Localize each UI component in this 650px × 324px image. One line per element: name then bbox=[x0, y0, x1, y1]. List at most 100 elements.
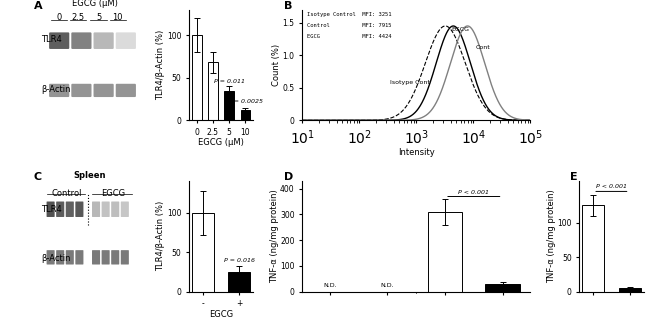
Text: 5: 5 bbox=[96, 13, 101, 22]
FancyBboxPatch shape bbox=[116, 84, 136, 97]
Y-axis label: TLR4/β-Actin (%): TLR4/β-Actin (%) bbox=[157, 30, 166, 100]
Y-axis label: TLR4/β-Actin (%): TLR4/β-Actin (%) bbox=[157, 201, 166, 272]
Isotype bbox=[391, 115, 398, 119]
Bar bbox=[208, 63, 218, 120]
Isotype bbox=[455, 44, 463, 48]
Bar bbox=[228, 272, 250, 292]
Y-axis label: Count (%): Count (%) bbox=[272, 44, 281, 86]
X-axis label: EGCG: EGCG bbox=[209, 310, 233, 318]
Text: Isotype Cont: Isotype Cont bbox=[390, 80, 430, 86]
FancyBboxPatch shape bbox=[101, 250, 110, 264]
Isotype bbox=[298, 118, 306, 122]
Text: 10: 10 bbox=[112, 13, 123, 22]
FancyBboxPatch shape bbox=[121, 250, 129, 264]
Text: TLR4: TLR4 bbox=[41, 35, 62, 44]
FancyBboxPatch shape bbox=[66, 250, 74, 264]
Text: EGCG (μM): EGCG (μM) bbox=[72, 0, 118, 7]
Control bbox=[455, 36, 463, 40]
Bar bbox=[192, 35, 202, 120]
FancyBboxPatch shape bbox=[116, 32, 136, 49]
Isotype bbox=[398, 109, 406, 113]
Text: N.D.: N.D. bbox=[323, 283, 337, 288]
EGCG bbox=[298, 118, 306, 122]
Text: E: E bbox=[569, 172, 577, 182]
EGCG bbox=[480, 100, 488, 104]
Bar bbox=[428, 212, 462, 292]
Y-axis label: TNF-α (ng/mg protein): TNF-α (ng/mg protein) bbox=[547, 190, 556, 283]
FancyBboxPatch shape bbox=[92, 250, 100, 264]
Bar bbox=[619, 288, 641, 292]
Text: EGCG             MFI: 4424: EGCG MFI: 4424 bbox=[307, 34, 391, 39]
Text: A: A bbox=[34, 1, 43, 11]
Y-axis label: TNF-α (ng/mg protein): TNF-α (ng/mg protein) bbox=[270, 190, 279, 283]
FancyBboxPatch shape bbox=[101, 202, 110, 217]
Line: Isotype: Isotype bbox=[302, 26, 530, 120]
X-axis label: EGCG (μM): EGCG (μM) bbox=[198, 138, 244, 147]
Control bbox=[322, 118, 330, 122]
Text: N.D.: N.D. bbox=[381, 283, 395, 288]
Text: Cont: Cont bbox=[476, 45, 491, 50]
Text: Spleen: Spleen bbox=[73, 171, 106, 180]
EGCG bbox=[322, 118, 330, 122]
Line: Control: Control bbox=[302, 26, 530, 120]
Text: P < 0.001: P < 0.001 bbox=[596, 184, 627, 189]
Isotype bbox=[441, 24, 449, 28]
Bar bbox=[582, 205, 604, 292]
Line: EGCG: EGCG bbox=[302, 26, 530, 120]
FancyBboxPatch shape bbox=[49, 32, 70, 49]
Control bbox=[298, 118, 306, 122]
Text: D: D bbox=[284, 172, 293, 182]
FancyBboxPatch shape bbox=[75, 202, 83, 217]
FancyBboxPatch shape bbox=[72, 84, 92, 97]
Control bbox=[463, 24, 471, 28]
EGCG bbox=[526, 118, 534, 122]
FancyBboxPatch shape bbox=[121, 202, 129, 217]
Isotype bbox=[480, 104, 488, 108]
X-axis label: Intensity: Intensity bbox=[398, 148, 435, 157]
Bar bbox=[240, 110, 250, 120]
Text: 2.5: 2.5 bbox=[72, 13, 85, 22]
Control bbox=[480, 60, 488, 64]
FancyBboxPatch shape bbox=[72, 32, 92, 49]
Text: β-Actin: β-Actin bbox=[41, 85, 70, 94]
FancyBboxPatch shape bbox=[56, 250, 64, 264]
FancyBboxPatch shape bbox=[94, 32, 114, 49]
EGCG bbox=[398, 117, 406, 121]
Control bbox=[398, 118, 406, 122]
Text: EGCG: EGCG bbox=[452, 27, 469, 31]
FancyBboxPatch shape bbox=[56, 202, 64, 217]
Text: B: B bbox=[284, 1, 292, 11]
Bar bbox=[224, 90, 234, 120]
FancyBboxPatch shape bbox=[94, 84, 114, 97]
FancyBboxPatch shape bbox=[92, 202, 100, 217]
EGCG bbox=[476, 91, 484, 95]
Isotype bbox=[526, 118, 534, 122]
FancyBboxPatch shape bbox=[47, 250, 55, 264]
Text: TLR4: TLR4 bbox=[41, 205, 62, 214]
Text: C: C bbox=[34, 172, 42, 182]
FancyBboxPatch shape bbox=[47, 202, 55, 217]
Control bbox=[476, 47, 484, 51]
FancyBboxPatch shape bbox=[75, 250, 83, 264]
Isotype bbox=[322, 118, 330, 122]
EGCG bbox=[455, 29, 463, 33]
Text: EGCG: EGCG bbox=[101, 189, 125, 198]
Text: P = 0.016: P = 0.016 bbox=[224, 258, 255, 263]
Control bbox=[391, 118, 398, 122]
Control bbox=[526, 118, 534, 122]
Bar bbox=[486, 284, 520, 292]
Text: β-Actin: β-Actin bbox=[41, 254, 70, 263]
Text: P = 0.0025: P = 0.0025 bbox=[228, 99, 263, 104]
Text: Control          MFI: 7915: Control MFI: 7915 bbox=[307, 23, 391, 28]
FancyBboxPatch shape bbox=[49, 84, 70, 97]
Text: Control: Control bbox=[51, 189, 81, 198]
EGCG bbox=[449, 24, 457, 28]
Text: Isotype Control  MFI: 3251: Isotype Control MFI: 3251 bbox=[307, 12, 391, 17]
FancyBboxPatch shape bbox=[111, 250, 119, 264]
Text: P < 0.001: P < 0.001 bbox=[458, 190, 489, 195]
Bar bbox=[192, 213, 214, 292]
Text: P = 0.011: P = 0.011 bbox=[214, 79, 244, 84]
FancyBboxPatch shape bbox=[111, 202, 119, 217]
Text: 0: 0 bbox=[57, 13, 62, 22]
Isotype bbox=[476, 98, 484, 102]
